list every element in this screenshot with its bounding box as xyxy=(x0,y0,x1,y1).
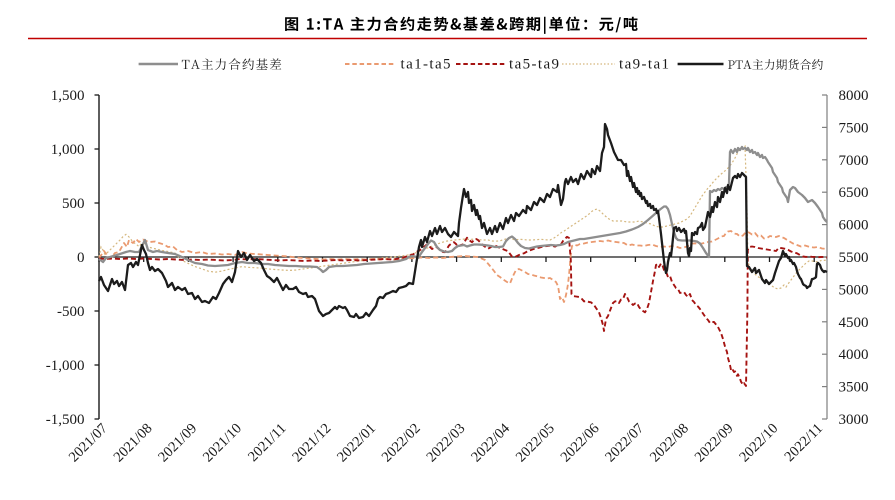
svg-text:4500: 4500 xyxy=(839,315,869,331)
svg-text:5500: 5500 xyxy=(839,250,869,266)
svg-text:6000: 6000 xyxy=(839,218,869,234)
svg-text:4000: 4000 xyxy=(839,347,869,363)
svg-text:3500: 3500 xyxy=(839,380,869,396)
svg-text:-1,000: -1,000 xyxy=(46,358,85,374)
svg-text:5000: 5000 xyxy=(839,282,869,298)
svg-text:1,500: 1,500 xyxy=(51,88,85,104)
svg-text:ta9-ta1: ta9-ta1 xyxy=(619,57,670,73)
svg-text:6500: 6500 xyxy=(839,185,869,201)
svg-text:500: 500 xyxy=(62,196,85,212)
svg-text:-1,500: -1,500 xyxy=(46,412,85,428)
svg-text:ta5-ta9: ta5-ta9 xyxy=(509,57,560,73)
svg-text:ta1-ta5: ta1-ta5 xyxy=(401,57,452,73)
svg-text:3000: 3000 xyxy=(839,412,869,428)
svg-text:7500: 7500 xyxy=(839,120,869,136)
svg-text:1,000: 1,000 xyxy=(51,142,85,158)
svg-text:-500: -500 xyxy=(57,304,85,320)
svg-text:0: 0 xyxy=(77,250,85,266)
svg-text:7000: 7000 xyxy=(839,153,869,169)
svg-text:8000: 8000 xyxy=(839,88,869,104)
